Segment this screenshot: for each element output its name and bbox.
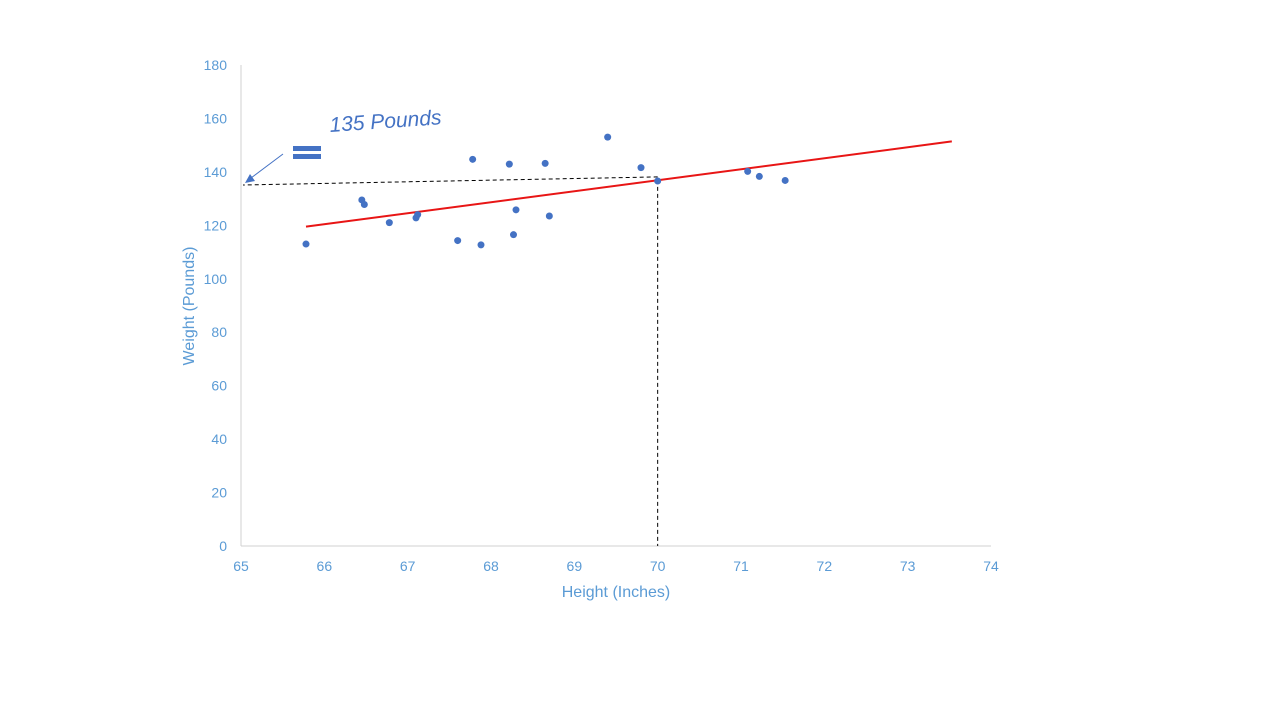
data-point (744, 167, 752, 175)
y-tick-label: 0 (219, 538, 227, 554)
x-axis-title: Height (Inches) (562, 584, 671, 601)
prediction-horizontal-guide (242, 176, 658, 186)
data-point (654, 177, 662, 185)
x-tick-label: 71 (733, 558, 749, 574)
x-tick-label: 73 (900, 558, 916, 574)
data-point (360, 200, 368, 208)
y-tick-label: 140 (204, 164, 228, 180)
y-tick-label: 120 (204, 217, 228, 233)
y-tick-label: 180 (204, 57, 228, 73)
data-point (541, 159, 549, 167)
y-tick-label: 100 (204, 271, 228, 287)
annotation-group: 135 Pounds (245, 106, 443, 183)
data-point (414, 211, 422, 219)
annotation-arrow (246, 153, 284, 182)
trendline-group (305, 140, 952, 228)
data-point (604, 133, 612, 141)
data-point (781, 176, 789, 184)
x-tick-label: 66 (317, 558, 333, 574)
y-tick-label: 60 (211, 378, 227, 394)
prediction-guides (242, 176, 659, 546)
data-point (505, 160, 513, 168)
equals-icon (293, 146, 321, 159)
data-point (302, 240, 310, 248)
y-tick-label: 40 (211, 431, 227, 447)
trendline (305, 140, 952, 228)
y-axis-title: Weight (Pounds) (181, 247, 198, 366)
x-tick-labels: 65 66 67 68 69 70 71 72 73 74 (233, 558, 999, 574)
y-tick-label: 20 (211, 485, 227, 501)
x-tick-label: 67 (400, 558, 416, 574)
x-tick-label: 68 (483, 558, 499, 574)
x-tick-label: 74 (983, 558, 999, 574)
data-point (512, 206, 520, 214)
x-tick-label: 72 (817, 558, 833, 574)
data-point (385, 219, 393, 227)
x-tick-label: 70 (650, 558, 666, 574)
y-tick-labels: 0 20 40 60 80 100 120 140 160 180 (204, 57, 228, 554)
data-points (302, 133, 789, 249)
annotation-label: 135 Pounds (329, 106, 443, 137)
data-point (454, 237, 462, 245)
x-tick-label: 69 (567, 558, 583, 574)
data-point (510, 231, 517, 239)
equals-icon-bar-bottom (293, 154, 321, 159)
data-point (477, 241, 485, 249)
x-tick-label: 65 (233, 558, 249, 574)
data-point (545, 212, 553, 220)
data-point (637, 164, 645, 172)
data-point (755, 172, 763, 180)
y-tick-label: 160 (204, 110, 228, 126)
data-point (469, 155, 477, 163)
equals-icon-bar-top (293, 146, 321, 151)
annotation-arrowhead (245, 174, 255, 183)
axes (240, 65, 991, 547)
y-tick-label: 80 (211, 324, 227, 340)
